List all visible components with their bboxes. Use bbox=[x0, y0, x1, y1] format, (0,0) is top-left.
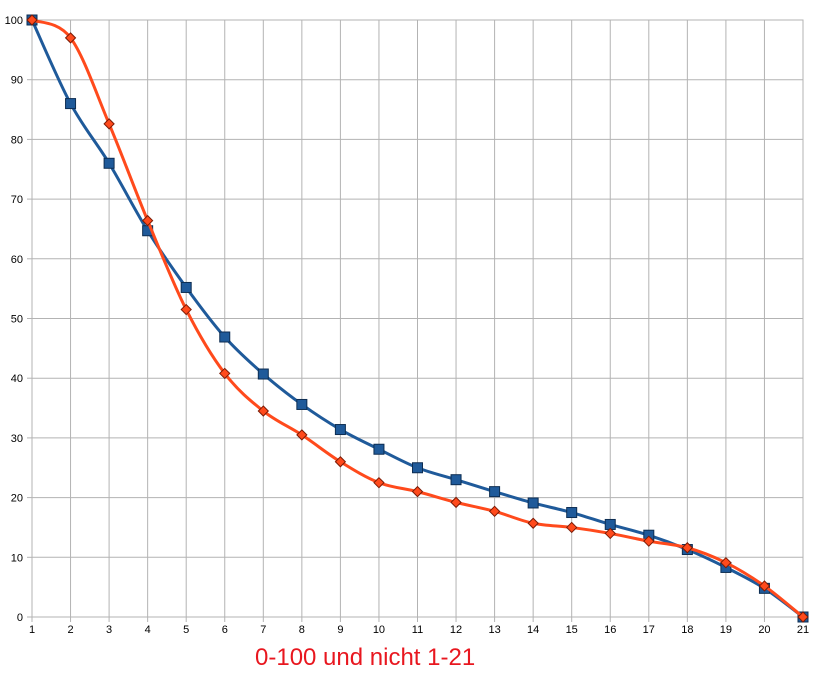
data-point-diamond bbox=[64, 32, 77, 44]
data-point-diamond bbox=[758, 580, 771, 592]
data-point-square bbox=[450, 474, 462, 486]
data-point-diamond bbox=[373, 476, 385, 489]
data-point-diamond bbox=[103, 118, 115, 130]
data-point-diamond bbox=[141, 214, 154, 227]
data-point-square bbox=[180, 281, 192, 293]
data-point-square bbox=[489, 486, 501, 498]
data-point-diamond bbox=[681, 542, 694, 554]
x-tick-label: 2 bbox=[67, 624, 73, 636]
annotation-text: 0-100 und nicht 1-21 bbox=[255, 644, 476, 671]
x-tick-label: 16 bbox=[604, 624, 616, 636]
data-point-diamond bbox=[180, 303, 192, 316]
data-point-square bbox=[334, 424, 346, 436]
axes bbox=[31, 19, 804, 618]
x-tick-label: 1 bbox=[29, 624, 35, 636]
y-tick-label: 20 bbox=[11, 493, 23, 505]
data-point-square bbox=[219, 331, 231, 343]
x-tick-label: 7 bbox=[260, 624, 266, 636]
data-point-diamond bbox=[720, 556, 732, 569]
y-tick-label: 50 bbox=[11, 314, 23, 326]
x-tick-label: 21 bbox=[797, 624, 809, 636]
data-point-square bbox=[65, 98, 77, 110]
x-tick-label: 20 bbox=[758, 624, 770, 636]
data-point-square bbox=[373, 443, 385, 455]
x-tick-label: 11 bbox=[412, 624, 423, 636]
data-point-square bbox=[566, 507, 578, 519]
series-2 bbox=[26, 14, 809, 623]
y-tick-label: 70 bbox=[11, 194, 23, 206]
data-point-diamond bbox=[219, 367, 231, 380]
x-tick-label: 17 bbox=[643, 624, 655, 636]
y-tick-label: 80 bbox=[11, 134, 23, 146]
data-point-square bbox=[412, 462, 423, 474]
y-tick-label: 40 bbox=[11, 373, 23, 385]
y-tick-label: 90 bbox=[11, 75, 23, 87]
x-tick-label: 18 bbox=[681, 624, 693, 636]
x-tick-label: 6 bbox=[222, 624, 228, 636]
y-tick-label: 10 bbox=[11, 552, 23, 564]
data-point-diamond bbox=[296, 429, 308, 441]
data-point-diamond bbox=[257, 405, 270, 417]
data-point-diamond bbox=[527, 517, 539, 529]
grid bbox=[27, 19, 804, 622]
data-point-square bbox=[296, 398, 308, 410]
y-tick-label: 30 bbox=[11, 433, 23, 445]
data-point-diamond bbox=[488, 505, 501, 518]
data-point-diamond bbox=[450, 496, 462, 509]
x-tick-label: 3 bbox=[106, 624, 112, 636]
data-point-diamond bbox=[797, 611, 809, 623]
data-point-diamond bbox=[604, 527, 616, 540]
x-tick-label: 5 bbox=[183, 624, 189, 636]
y-tick-label: 100 bbox=[5, 15, 23, 27]
data-point-diamond bbox=[643, 535, 655, 547]
y-tick-label: 0 bbox=[17, 612, 23, 624]
x-tick-label: 10 bbox=[373, 624, 385, 636]
x-tick-label: 9 bbox=[337, 624, 343, 636]
x-tick-label: 4 bbox=[145, 624, 151, 636]
x-tick-label: 15 bbox=[566, 624, 578, 636]
data-point-diamond bbox=[26, 14, 38, 26]
plot-frame bbox=[31, 19, 804, 618]
x-tick-label: 8 bbox=[299, 624, 305, 636]
data-point-diamond bbox=[334, 456, 347, 468]
x-tick-label: 13 bbox=[488, 624, 500, 636]
x-tick-label: 14 bbox=[527, 624, 539, 636]
data-point-square bbox=[257, 368, 269, 380]
tick-labels: 1 2 3 4 5 6 7 8 9 10 11 12 13 14 15 16 17 18 19 20 210102030… bbox=[5, 15, 809, 636]
series-layer bbox=[26, 14, 809, 623]
data-point-square bbox=[527, 497, 539, 509]
x-tick-label: 19 bbox=[720, 624, 732, 636]
data-point-diamond bbox=[411, 485, 424, 498]
data-point-square bbox=[103, 157, 115, 169]
data-point-diamond bbox=[565, 521, 578, 534]
x-tick-label: 12 bbox=[450, 624, 462, 636]
y-tick-label: 60 bbox=[11, 254, 23, 266]
